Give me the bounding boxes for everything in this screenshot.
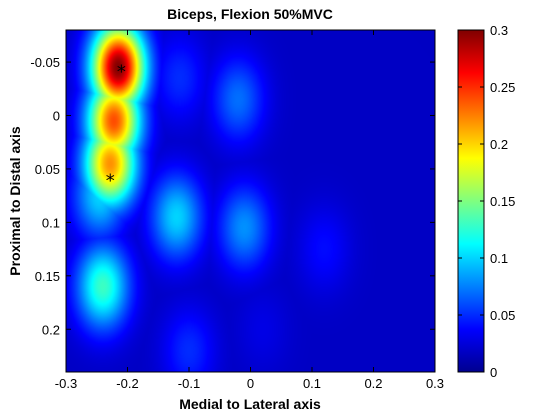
y-ticks: -0.05 0 0.05 0.1 0.15 0.2 xyxy=(30,55,435,337)
heatmap-plot-area: ** -0.3 -0.2 -0.1 0 0.1 0.2 0.3 -0.0500.050.10… xyxy=(30,29,444,391)
heatmap-image xyxy=(66,30,435,372)
x-tick-label: 0.3 xyxy=(426,376,444,391)
colorbar: 0 0.05 0.1 0.15 0.2 0.25 0.3 xyxy=(457,23,515,380)
x-tick-label: -0.3 xyxy=(55,376,77,391)
x-tick-label: 0.1 xyxy=(303,376,321,391)
y-tick-label: 0.15 xyxy=(35,269,60,284)
marker-1: * xyxy=(117,62,126,83)
x-tick-label: 0.2 xyxy=(364,376,382,391)
colorbar-tick-label: 0.25 xyxy=(490,80,515,95)
chart-title: Biceps, Flexion 50%MVC xyxy=(167,6,333,22)
y-tick-label: -0.05 xyxy=(30,55,60,70)
x-ticks: -0.3 -0.2 -0.1 0 0.1 0.2 0.3 xyxy=(55,30,444,391)
colorbar-tick-label: 0.15 xyxy=(490,194,515,209)
colorbar-tick-label: 0.3 xyxy=(490,23,508,38)
x-tick-label: -0.1 xyxy=(178,376,200,391)
colorbar-tick-label: 0.2 xyxy=(490,137,508,152)
colorbar-ticks: 0 0.05 0.1 0.15 0.2 0.25 0.3 xyxy=(458,23,515,380)
y-tick-label: 0 xyxy=(53,109,60,124)
x-tick-label: -0.2 xyxy=(116,376,138,391)
colorbar-tick-label: 0.1 xyxy=(490,251,508,266)
x-axis-label: Medial to Lateral axis xyxy=(179,396,321,412)
marker-2: * xyxy=(106,171,115,192)
y-tick-label: 0.1 xyxy=(42,215,60,230)
y-tick-label: 0.2 xyxy=(42,322,60,337)
y-axis-label: Proximal to Distal axis xyxy=(7,126,23,276)
y-tick-label: 0.05 xyxy=(35,162,60,177)
markers-layer: ** xyxy=(106,62,126,192)
x-tick-label: 0 xyxy=(247,376,254,391)
colorbar-gradient xyxy=(458,30,484,372)
colorbar-tick-label: 0 xyxy=(490,365,497,380)
colorbar-tick-label: 0.05 xyxy=(490,308,515,323)
